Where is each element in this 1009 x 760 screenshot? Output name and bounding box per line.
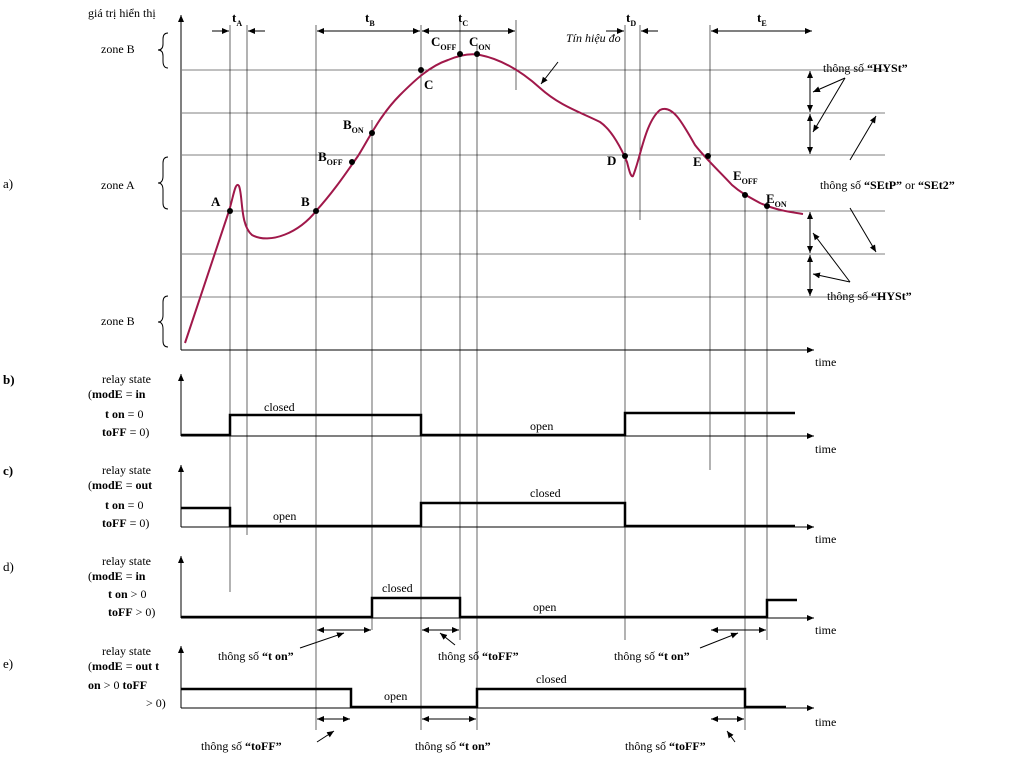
point-D-dot [622,153,628,159]
relay-d-time-label: time [815,623,836,637]
point-E-off-label: EOFF [733,168,758,186]
relay-c-line2: t on = 0 [105,498,143,512]
relay-b-line2: t on = 0 [105,407,143,421]
relay-e-line3: > 0) [146,696,166,710]
signal-points [227,51,770,214]
relay-d-title: relay state [102,554,151,568]
relay-b-time-label: time [815,442,836,456]
param-hyst-bottom-label: thông số “HYSt” [827,289,912,303]
relay-e-line2: on > 0 toFF [88,678,147,692]
relay-e-line1: (modE = out t [88,659,159,673]
relay-e-time-label: time [815,715,836,729]
relay-d-delay-label-3: thông số “t on” [614,649,690,663]
relay-b-line3: toFF = 0) [102,425,149,439]
param-setp-label: thông số “SEtP” or “SEt2” [820,178,955,192]
point-C-label: C [424,77,433,92]
relay-c-line1: (modE = out [88,478,152,492]
level-grid-lines [182,69,885,298]
interval-label-a: tA [232,10,242,28]
relay-d-open-label: open [533,600,556,614]
point-E-dot [705,153,711,159]
interval-labels: tA tB tC tD tE [232,10,767,28]
zone-label-upper: zone B [101,42,135,56]
relay-e-closed-label: closed [536,672,567,686]
point-B-off-label: BOFF [318,149,343,167]
relay-b-closed-label: closed [264,400,295,414]
point-B-dot [313,208,319,214]
relay-c-open-label: open [273,509,296,523]
interval-label-e: tE [757,10,767,28]
relay-e-delay-arrows [316,716,744,743]
measured-signal-curve [184,53,804,344]
panel-letter-c: c) [3,463,13,478]
relay-d-line1: (modE = in [88,569,146,583]
point-A-dot [227,208,233,214]
point-B-off-dot [349,159,355,165]
relay-c-title: relay state [102,463,151,477]
point-B-on-dot [369,130,375,136]
relay-c-closed-label: closed [530,486,561,500]
relay-d-delay-label-2: thông số “toFF” [438,649,519,663]
point-C-on-label: CON [469,34,491,52]
relay-c-time-label: time [815,532,836,546]
point-B-label: B [301,194,310,209]
relay-e-title: relay state [102,644,151,658]
hysteresis-dimension-arrows [807,71,877,296]
panel-letter-b: b) [3,372,15,387]
point-E-on-label: EON [766,191,787,209]
relay-e-delay-label-3: thông số “toFF” [625,739,706,753]
interval-label-c: tC [458,10,468,28]
x-axis-title: time [815,355,836,369]
relay-d-line2: t on > 0 [108,587,146,601]
point-D-label: D [607,153,616,168]
relay-panel-b: relay state (modE = in t on = 0 toFF = 0… [88,372,836,456]
point-C-dot [418,67,424,73]
time-guide-lines [229,20,768,730]
signal-point-labels: A B BOFF BON C COFF CON D E EOFF EON [211,34,787,209]
point-E-on-dot [764,203,770,209]
point-C-on-dot [474,51,480,57]
signal-label-arrow [540,61,559,85]
relay-e-state-line [181,687,786,709]
panel-letter-e: e) [3,656,13,671]
relay-panel-e: relay state (modE = out t on > 0 toFF > … [88,644,836,753]
zone-brace-upper [157,32,169,69]
relay-d-closed-label: closed [382,581,413,595]
point-C-off-dot [457,51,463,57]
relay-d-delay-label-1: thông số “t on” [218,649,294,663]
relay-d-state-line [181,596,797,619]
relay-b-open-label: open [530,419,553,433]
zone-label-middle: zone A [101,178,135,192]
relay-c-line3: toFF = 0) [102,516,149,530]
y-axis-title: giá trị hiển thị [88,6,156,20]
relay-panel-c: relay state (modE = out t on = 0 toFF = … [88,463,836,546]
relay-e-delay-label-1: thông số “toFF” [201,739,282,753]
point-A-label: A [211,194,221,209]
relay-d-line3: toFF > 0) [108,605,155,619]
relay-b-state-line [181,411,795,437]
relay-c-state-line [181,501,795,528]
relay-e-open-label: open [384,689,407,703]
relay-b-title: relay state [102,372,151,386]
relay-b-line1: (modE = in [88,387,146,401]
point-E-label: E [693,154,702,169]
point-C-off-label: COFF [431,34,457,52]
relay-e-delay-label-2: thông số “t on” [415,739,491,753]
relay-panel-d: relay state (modE = in t on > 0 toFF > 0… [88,554,836,663]
panel-letter-d: d) [3,559,14,574]
interval-label-b: tB [365,10,375,28]
zone-brace-middle [157,156,169,210]
panel-letter-a: a) [3,176,13,191]
signal-label: Tín hiệu đo [566,31,621,45]
point-E-off-dot [742,192,748,198]
zone-brace-lower [157,295,169,348]
point-B-on-label: BON [343,117,364,135]
param-hyst-top-label: thông số “HYSt” [823,61,908,75]
relay-d-delay-arrows [299,627,766,649]
signal-chart: giá trị hiển thị time zone B zone A zone… [88,6,955,730]
interval-label-d: tD [626,10,636,28]
zone-label-lower: zone B [101,314,135,328]
